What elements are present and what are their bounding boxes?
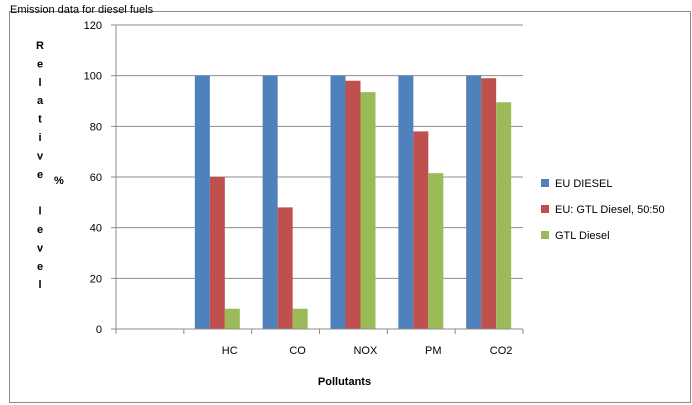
x-axis-label: Pollutants <box>318 376 371 388</box>
y-axis-label-letter: l <box>38 279 41 291</box>
chart-header-text: Emission data for diesel fuels <box>10 4 154 16</box>
y-axis-label-letter: a <box>37 95 44 107</box>
x-tick-labels: HC CO NOX PM CO2 <box>115 329 524 357</box>
x-tick-label: CO <box>289 345 306 357</box>
bar <box>292 308 308 329</box>
y-tick-label: 120 <box>84 20 102 32</box>
legend-swatch <box>541 179 549 187</box>
bars <box>194 75 512 330</box>
y-axis-label-letter: i <box>38 132 41 144</box>
legend-swatch <box>541 205 549 213</box>
bar <box>224 308 240 329</box>
y-axis-label-letter: l <box>38 77 41 89</box>
y-axis-label-letter: v <box>37 150 44 162</box>
y-tick-label: 80 <box>90 121 102 133</box>
bar <box>330 75 346 330</box>
bar <box>413 131 429 329</box>
y-tick-label: 40 <box>90 223 102 235</box>
legend: EU DIESEL EU: GTL Diesel, 50:50 GTL Diesel <box>541 178 665 242</box>
y-tick-label: 20 <box>90 273 102 285</box>
x-tick-label: NOX <box>353 345 378 357</box>
y-axis-label-letter: e <box>37 169 43 181</box>
legend-label: EU DIESEL <box>555 178 612 190</box>
y-axis-label-letter: t <box>38 114 42 126</box>
x-tick-label: CO2 <box>490 345 513 357</box>
legend-label: EU: GTL Diesel, 50:50 <box>555 204 665 216</box>
bar <box>466 75 482 330</box>
bar <box>428 173 444 329</box>
x-tick-label: PM <box>425 345 442 357</box>
y-axis-label-letter: e <box>37 224 43 236</box>
y-axis-label-letter: e <box>37 261 43 273</box>
gridlines <box>111 24 523 330</box>
y-tick-labels: 0 20 40 60 80 100 120 <box>84 20 102 336</box>
y-tick-label: 0 <box>96 324 102 336</box>
y-axis-label-letter: e <box>37 58 43 70</box>
bar <box>277 207 293 329</box>
y-axis-unit: % <box>54 175 64 187</box>
bar <box>345 80 361 329</box>
bar <box>209 177 225 329</box>
legend-label: GTL Diesel <box>555 230 610 242</box>
bar <box>398 75 414 330</box>
x-tick-label: HC <box>222 345 238 357</box>
bar <box>262 75 278 330</box>
y-axis-label-letter: R <box>36 40 44 52</box>
y-tick-label: 60 <box>90 172 102 184</box>
legend-swatch <box>541 231 549 239</box>
y-tick-label: 100 <box>84 71 102 83</box>
bar <box>481 78 497 329</box>
y-axis-label-letter: v <box>37 242 44 254</box>
y-axis-label-letter: l <box>38 206 41 218</box>
bar <box>496 102 512 330</box>
bar <box>194 75 210 330</box>
bar <box>360 92 376 329</box>
